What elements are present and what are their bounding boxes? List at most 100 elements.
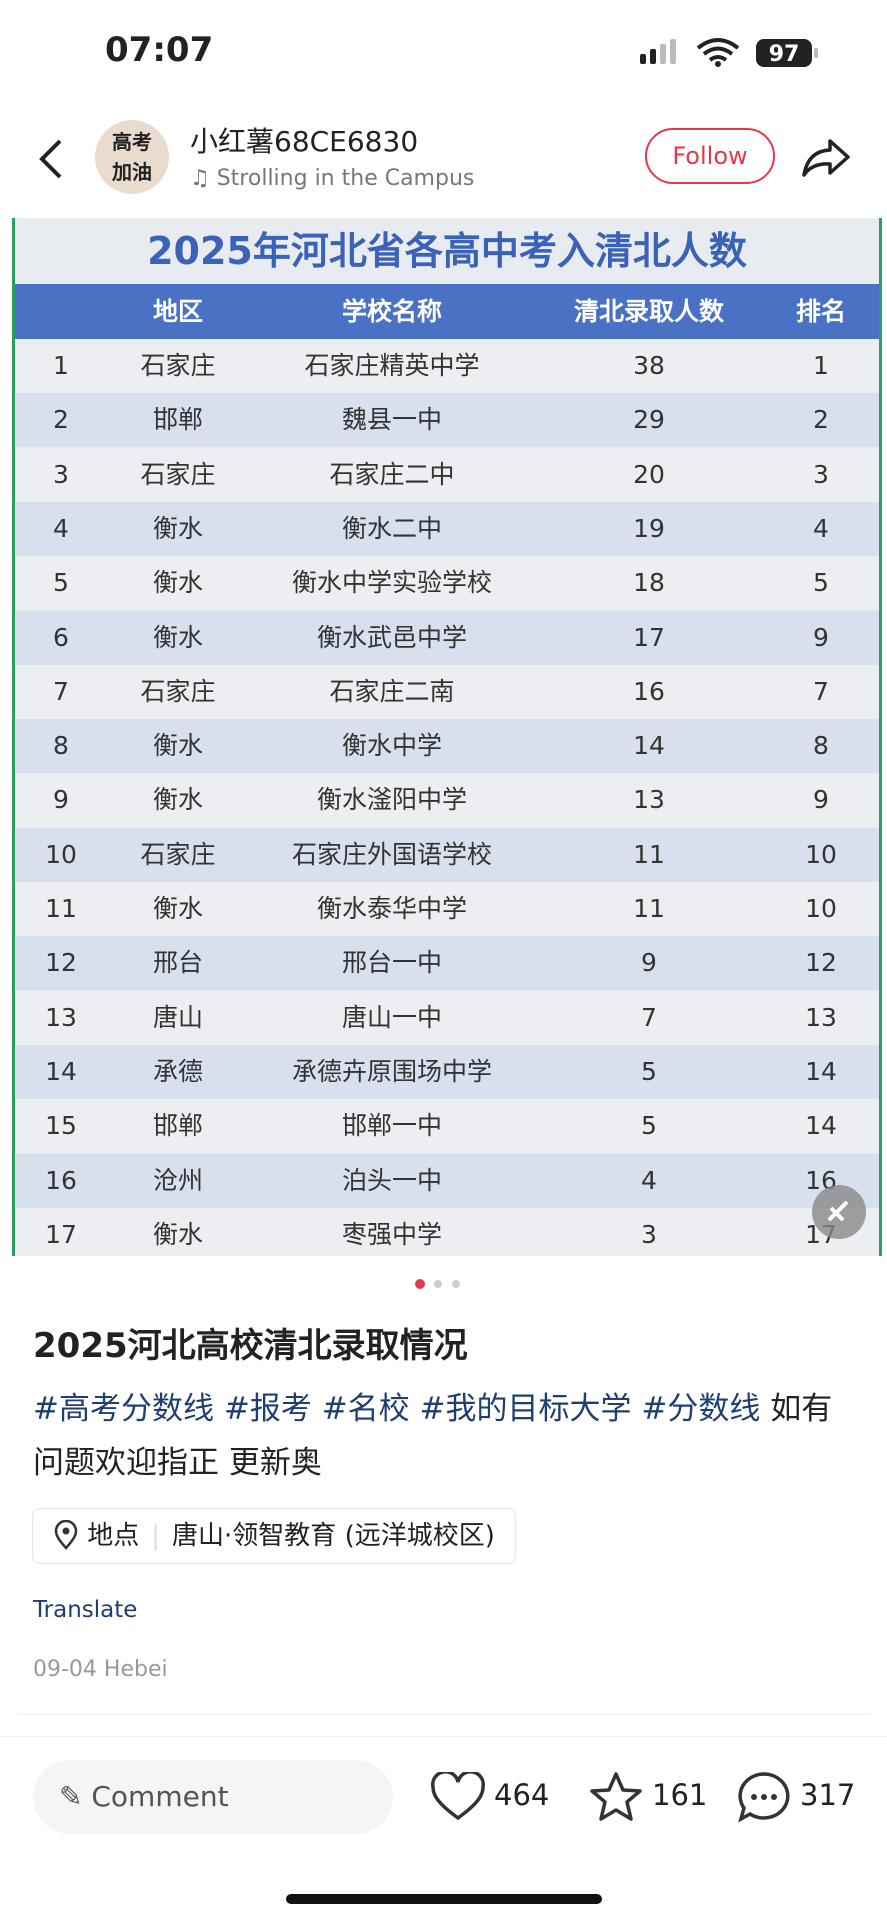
table-cell: 13 (45, 1002, 77, 1032)
status-icons: 97 (640, 38, 818, 67)
hashtag[interactable]: #分数线 (641, 1391, 761, 1427)
table-cell: 10 (805, 894, 837, 923)
table-cell: 4 (641, 1165, 657, 1195)
comment-count: 317 (800, 1778, 856, 1812)
table-cell: 邢台一中 (341, 948, 443, 978)
table-cell: 14 (805, 1056, 837, 1086)
post-body: 如有问题欢迎指正 更新奥 (33, 1391, 833, 1481)
table-cell: 7 (813, 676, 829, 706)
table-cell: 9 (813, 785, 829, 815)
table-cell: 3 (53, 459, 69, 489)
table-cell: 17 (633, 622, 665, 652)
table-cell: 29 (633, 405, 665, 435)
time: 07:07 (105, 30, 214, 70)
table-image[interactable]: 2025年河北省各高中考入清北人数 地区 学校名称 清北录取人数 排名 1 石家庄 石家庄… (12, 218, 882, 1256)
hashtag[interactable]: #名校 (321, 1391, 410, 1427)
table-cell: 11 (45, 894, 77, 923)
table-cell: 17 (45, 1219, 77, 1249)
table-cell: 5 (813, 568, 829, 598)
table-cell: 衡水二中 (341, 513, 443, 543)
table-row: 14 承德 承德卉原围场中学 5 14 (15, 1044, 879, 1099)
table-cell: 7 (641, 1002, 657, 1032)
table-cell: 16 (45, 1165, 77, 1195)
post-title: 2025河北高校清北录取情况 (33, 1326, 468, 1366)
translate-link[interactable]: Translate (33, 1597, 138, 1623)
table-cell: 衡水 (152, 568, 204, 598)
table-cell: 承德 (152, 1056, 204, 1086)
table-cell: 衡水 (152, 622, 204, 652)
table-row: 13 唐山 唐山一中 7 13 (15, 990, 879, 1045)
table-cell: 3 (641, 1219, 657, 1249)
column-header: 清北录取人数 (573, 297, 725, 326)
table-cell: 4 (53, 513, 69, 543)
divider (18, 1714, 870, 1715)
table-cell: 9 (641, 948, 657, 978)
home-indicator (286, 1894, 602, 1904)
table-cell: 9 (813, 622, 829, 652)
table-cell: 邢台 (152, 948, 204, 978)
table-cell: 衡水滏阳中学 (316, 785, 468, 815)
comment-icon[interactable] (736, 1770, 792, 1824)
star-icon[interactable] (588, 1770, 644, 1824)
table-row: 16 沧州 泊头一中 4 16 (15, 1153, 879, 1208)
like-icon[interactable] (430, 1772, 486, 1822)
table-cell: 沧州 (152, 1165, 204, 1195)
table-cell: 8 (53, 731, 69, 761)
avatar[interactable]: 高考 加油 (95, 120, 169, 194)
location-tag[interactable]: 地点 | 唐山·领智教育 (远洋城校区) (32, 1508, 516, 1564)
column-header: 学校名称 (341, 297, 443, 326)
table-row: 6 衡水 衡水武邑中学 17 9 (15, 610, 879, 665)
table-row: 15 邯郸 邯郸一中 5 14 (15, 1099, 879, 1154)
table-cell: 衡水 (152, 731, 204, 761)
column-header: 地区 (152, 297, 204, 326)
table-cell: 石家庄二中 (329, 459, 455, 489)
username[interactable]: 小红薯68CE6830 (190, 125, 419, 158)
table-cell: 7 (53, 676, 69, 706)
table-row: 4 衡水 衡水二中 19 4 (15, 501, 879, 556)
share-button[interactable] (800, 135, 852, 179)
table-cell: 9 (53, 785, 69, 815)
table-cell: 5 (641, 1056, 657, 1086)
table-cell: 1 (813, 351, 829, 380)
table-cell: 16 (633, 676, 665, 706)
table-cell: 邯郸 (152, 405, 204, 435)
table-cell: 石家庄二南 (329, 676, 455, 706)
table-cell: 11 (633, 839, 665, 869)
location-label: 地点 (87, 1521, 140, 1551)
table-cell: 唐山一中 (341, 1002, 443, 1032)
table-row: 7 石家庄 石家庄二南 16 7 (15, 664, 879, 719)
table-cell: 5 (641, 1111, 657, 1141)
table-row: 1 石家庄 石家庄精英中学 38 1 (15, 339, 879, 393)
table-cell: 2 (813, 405, 829, 435)
divider (0, 1736, 887, 1737)
table-cell: 邯郸 (152, 1111, 204, 1141)
table-cell: 石家庄 (140, 459, 216, 489)
table-cell: 衡水中学 (341, 731, 443, 761)
battery: 97 (769, 42, 800, 67)
hashtag[interactable]: #高考分数线 (33, 1391, 214, 1427)
table-cell: 38 (633, 351, 665, 380)
table-header: 地区 学校名称 清北录取人数 排名 (15, 284, 879, 339)
comment-input[interactable]: ✎ Comment (33, 1760, 393, 1834)
table-row: 11 衡水 衡水泰华中学 11 10 (15, 882, 879, 936)
table-cell: 3 (813, 459, 829, 489)
sticker-button[interactable] (811, 1184, 867, 1240)
hashtag[interactable]: #我的目标大学 (419, 1391, 632, 1427)
table-cell: 6 (53, 622, 69, 652)
table-cell: 枣强中学 (341, 1219, 443, 1249)
star-count: 161 (652, 1778, 708, 1812)
table-cell: 石家庄 (140, 351, 216, 380)
table-cell: 14 (45, 1056, 77, 1086)
table-cell: 8 (813, 731, 829, 761)
hashtag[interactable]: #报考 (223, 1391, 312, 1427)
back-button[interactable] (36, 137, 66, 181)
table-cell: 石家庄 (140, 676, 216, 706)
avatar-text: 高考 (112, 130, 152, 154)
follow-button[interactable]: Follow (645, 128, 775, 184)
table-cell: 石家庄外国语学校 (291, 839, 493, 869)
table-cell: 衡水 (152, 1219, 204, 1249)
table-row: 9 衡水 衡水滏阳中学 13 9 (15, 773, 879, 828)
music[interactable]: ♫ Strolling in the Campus (190, 166, 475, 191)
table-cell: 石家庄 (140, 839, 216, 869)
